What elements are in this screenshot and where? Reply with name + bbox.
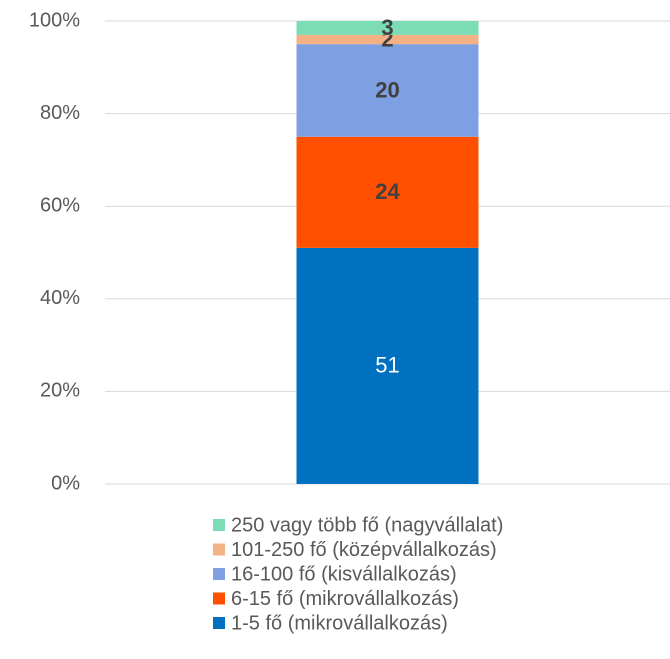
y-tick-label: 100%: [29, 9, 80, 31]
bar-segment: [296, 247, 479, 484]
legend-swatch: [213, 519, 225, 531]
data-label: 3: [381, 15, 393, 40]
bar-segment: [296, 136, 479, 248]
y-tick-label: 40%: [40, 287, 80, 309]
legend-swatch: [213, 568, 225, 580]
y-tick-label: 0%: [51, 472, 80, 494]
legend-label: 1-5 fő (mikrovállalkozás): [231, 612, 448, 634]
legend-label: 250 vagy több fő (nagyvállalat): [231, 514, 503, 536]
bar-segment: [296, 34, 479, 45]
legend-label: 6-15 fő (mikrovállalkozás): [231, 588, 459, 610]
legend-swatch: [213, 543, 225, 556]
y-tick-label: 20%: [40, 380, 80, 402]
bar-segment: [296, 21, 479, 35]
legend-label: 16-100 fő (kisvállalkozás): [231, 563, 457, 585]
legend-label: 101-250 fő (középvállalkozás): [231, 539, 497, 561]
data-label: 20: [375, 77, 399, 102]
legend-swatch: [213, 617, 225, 629]
y-tick-label: 80%: [40, 102, 80, 124]
bar-segment: [296, 44, 479, 137]
data-label: 51: [375, 353, 399, 378]
data-label: 24: [375, 179, 400, 204]
legend-swatch: [213, 592, 225, 605]
y-tick-label: 60%: [40, 194, 80, 216]
